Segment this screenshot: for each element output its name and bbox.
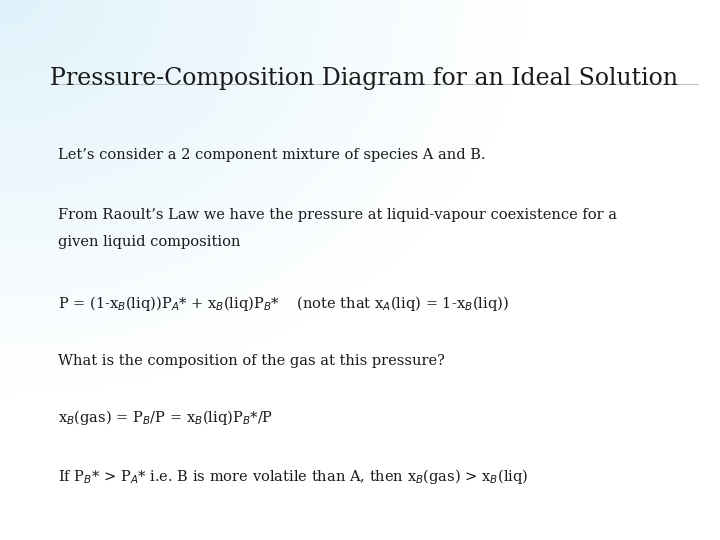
- Text: x$_B$(gas) = P$_B$/P = x$_B$(liq)P$_B$*/P: x$_B$(gas) = P$_B$/P = x$_B$(liq)P$_B$*/…: [58, 408, 273, 427]
- Text: Pressure-Composition Diagram for an Ideal Solution: Pressure-Composition Diagram for an Idea…: [50, 68, 678, 91]
- Text: Let’s consider a 2 component mixture of species A and B.: Let’s consider a 2 component mixture of …: [58, 148, 485, 163]
- Text: P = (1-x$_B$(liq))P$_A$* + x$_B$(liq)P$_B$*    (note that x$_A$(liq) = 1-x$_B$(l: P = (1-x$_B$(liq))P$_A$* + x$_B$(liq)P$_…: [58, 294, 508, 313]
- Text: If P$_B$* > P$_A$* i.e. B is more volatile than A, then x$_B$(gas) > x$_B$(liq): If P$_B$* > P$_A$* i.e. B is more volati…: [58, 467, 528, 486]
- Text: From Raoult’s Law we have the pressure at liquid-vapour coexistence for a: From Raoult’s Law we have the pressure a…: [58, 208, 616, 222]
- Text: What is the composition of the gas at this pressure?: What is the composition of the gas at th…: [58, 354, 444, 368]
- Text: given liquid composition: given liquid composition: [58, 235, 240, 249]
